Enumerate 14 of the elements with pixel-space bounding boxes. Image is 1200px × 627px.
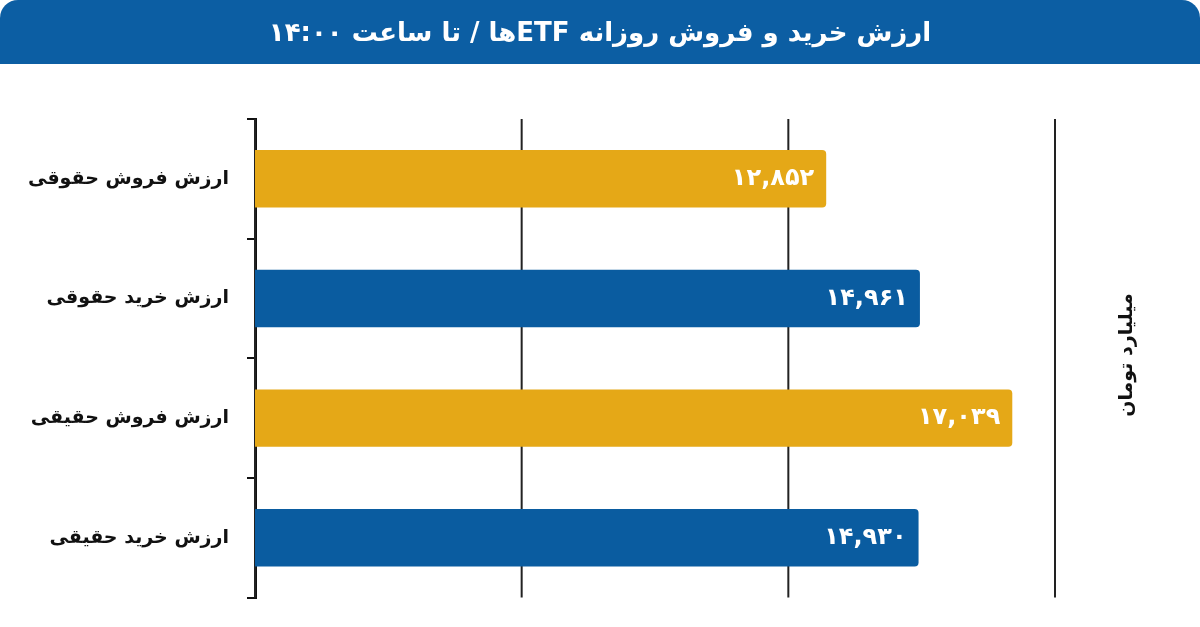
y-tick-label: ارزش خرید حقیقی xyxy=(49,524,229,548)
data-label: ۱۲,۸۵۲ xyxy=(731,163,815,192)
text: میلیارد تومان xyxy=(1114,293,1136,417)
bar xyxy=(255,150,827,208)
chart-title: ارزش خرید و فروش روزانه ETFها / تا ساعت ۱۴:۰۰ xyxy=(0,0,1200,64)
data-label: ۱۴,۹۳۰ xyxy=(824,522,907,551)
bar xyxy=(255,269,920,328)
y-tick-label: ارزش خرید حقوقی xyxy=(46,285,229,309)
bar xyxy=(255,509,919,567)
y-tick-label: ارزش فروش حقوقی xyxy=(27,165,229,189)
data-label: ۱۴,۹۶۱ xyxy=(825,282,908,311)
y-tick-label: ارزش فروش حقیقی xyxy=(30,405,229,429)
bar xyxy=(255,389,1013,447)
data-label: ۱۷,۰۳۹ xyxy=(917,402,1001,431)
